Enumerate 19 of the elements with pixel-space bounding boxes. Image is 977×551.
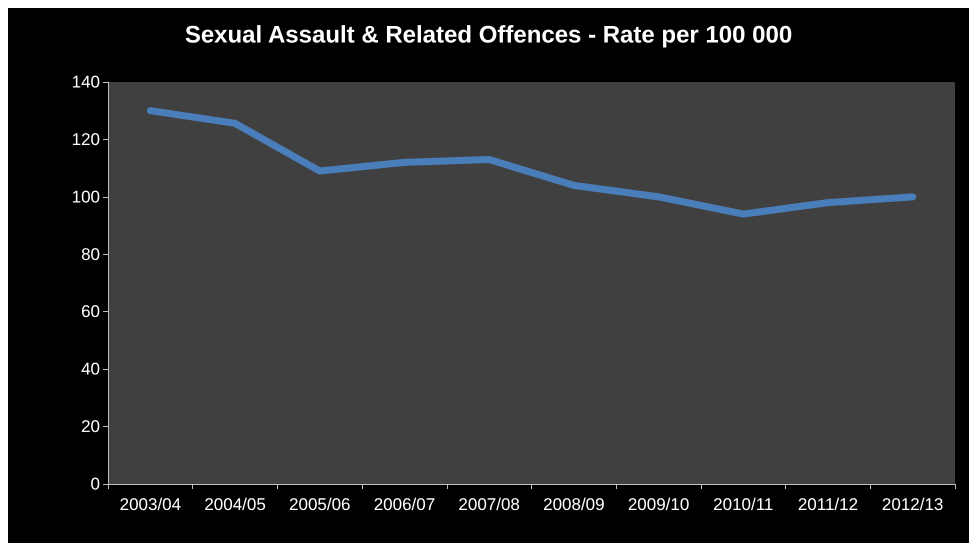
- x-tick-label: 2005/06: [289, 495, 350, 514]
- x-tick-label: 2007/08: [458, 495, 520, 514]
- x-tick-label: 2009/10: [628, 495, 690, 514]
- chart-title: Sexual Assault & Related Offences - Rate per 100 000: [184, 22, 792, 48]
- y-tick-label: 120: [72, 130, 100, 149]
- y-tick-label: 80: [81, 244, 100, 264]
- x-tick-label: 2003/04: [120, 495, 182, 514]
- x-tick-label: 2011/12: [798, 495, 858, 514]
- y-tick-label: 40: [81, 360, 100, 379]
- y-tick-label: 140: [72, 72, 100, 92]
- y-tick-label: 100: [72, 187, 100, 206]
- y-tick-label: 60: [81, 302, 100, 322]
- x-tick-label: 2008/09: [543, 495, 605, 514]
- y-tick-label: 20: [81, 417, 100, 436]
- y-tick-label: 0: [90, 474, 100, 494]
- x-tick-label: 2010/11: [713, 495, 774, 514]
- x-tick-label: 2012/13: [882, 495, 944, 514]
- x-tick-label: 2004/05: [204, 495, 266, 514]
- x-tick-label: 2006/07: [374, 495, 436, 514]
